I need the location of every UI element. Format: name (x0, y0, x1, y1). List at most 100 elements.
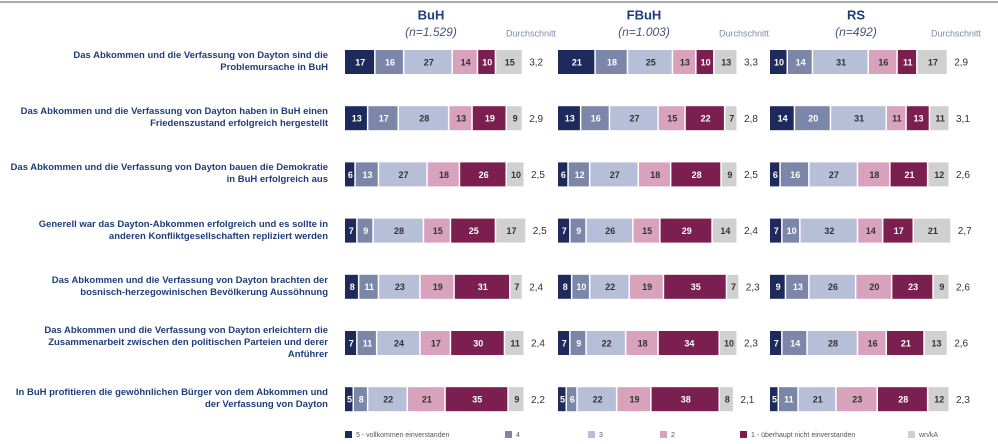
bar-segment (782, 218, 800, 243)
category-label: In BuH profitieren die gewöhnlichen Bürg… (15, 387, 328, 411)
bar-segment (798, 387, 836, 412)
average-label: 2,9 (529, 114, 543, 125)
bar-segment (786, 274, 809, 299)
bar-segment (505, 331, 524, 355)
segment-label: 17 (506, 226, 516, 236)
bar-segment (858, 218, 882, 243)
bar-segment (897, 50, 917, 74)
segment-label: 11 (935, 114, 945, 124)
panel-subtitle: (n=1.003) (618, 25, 670, 39)
segment-label: 17 (894, 226, 904, 236)
average-label: 2,4 (744, 226, 758, 237)
segment-label: 17 (431, 338, 441, 348)
segment-label: 10 (511, 170, 521, 180)
bar-segment (856, 274, 891, 299)
segment-label: 21 (813, 395, 823, 405)
segment-label: 11 (363, 338, 373, 348)
segment-label: 6 (561, 170, 566, 180)
segment-label: 21 (422, 395, 432, 405)
average-header: Durchschnitt (506, 28, 557, 38)
segment-label: 13 (931, 338, 941, 348)
bar-segment (508, 387, 524, 412)
average-header: Durchschnitt (931, 28, 982, 38)
segment-label: 19 (642, 282, 652, 292)
bar-segment (377, 331, 420, 355)
bar-segment (887, 106, 906, 131)
segment-label: 23 (852, 395, 862, 405)
bar-segment (639, 162, 670, 187)
average-label: 3,1 (956, 114, 970, 125)
bar-segment (892, 274, 933, 299)
bar-segment (930, 106, 949, 131)
segment-label: 28 (419, 114, 429, 124)
segment-label: 38 (681, 395, 691, 405)
segment-label: 5 (347, 395, 352, 405)
bar-segment (454, 274, 510, 299)
segment-label: 7 (774, 338, 779, 348)
segment-label: 13 (913, 114, 923, 124)
category-label: Das Abkommen und die Verfassung von Dayt… (10, 162, 328, 186)
bar-segment (770, 50, 787, 74)
segment-label: 14 (778, 114, 788, 124)
segment-label: 35 (472, 395, 482, 405)
bar-segment (664, 274, 726, 299)
bar-segment (345, 387, 353, 412)
bar-segment (507, 162, 524, 187)
bar-segment (770, 274, 785, 299)
panel-subtitle: (n=492) (835, 25, 877, 39)
bar-segment (800, 218, 857, 243)
average-label: 2,6 (956, 282, 970, 293)
bar-segment (345, 162, 355, 187)
bar-segment (345, 106, 367, 131)
bar-segment (869, 50, 897, 74)
segment-label: 15 (667, 114, 677, 124)
average-label: 2,1 (740, 395, 754, 406)
bar-segment (727, 274, 739, 299)
segment-label: 6 (348, 170, 353, 180)
segment-label: 28 (898, 395, 908, 405)
average-label: 3,2 (529, 58, 543, 69)
segment-label: 6 (773, 170, 778, 180)
segment-label: 7 (731, 282, 736, 292)
segment-label: 13 (721, 57, 731, 67)
segment-label: 13 (793, 282, 803, 292)
bar-segment (445, 387, 508, 412)
segment-label: 18 (869, 170, 879, 180)
segment-label: 7 (349, 226, 354, 236)
average-label: 2,8 (744, 114, 758, 125)
segment-label: 24 (394, 338, 404, 348)
segment-label: 20 (808, 114, 818, 124)
segment-label: 21 (572, 57, 582, 67)
bar-segment (831, 106, 886, 131)
bar-segment (626, 331, 658, 355)
segment-label: 32 (824, 226, 834, 236)
segment-label: 12 (575, 170, 585, 180)
segment-label: 15 (505, 57, 515, 67)
segment-label: 16 (385, 57, 395, 67)
segment-label: 16 (790, 170, 800, 180)
segment-label: 23 (908, 282, 918, 292)
average-label: 3,3 (744, 58, 758, 69)
bar-segment (558, 106, 580, 131)
bar-segment (345, 331, 357, 355)
average-label: 2,5 (531, 170, 545, 181)
bar-segment (354, 387, 367, 412)
segment-label: 8 (359, 395, 364, 405)
bar-segment (807, 331, 857, 355)
bar-segment (357, 331, 376, 355)
segment-label: 8 (725, 395, 730, 405)
segment-label: 10 (482, 57, 492, 67)
bar-segment (460, 162, 506, 187)
bar-segment (424, 218, 450, 243)
legend-swatch (740, 431, 747, 438)
panel-title: RS (847, 7, 865, 22)
bar-segment (858, 162, 890, 187)
segment-label: 9 (514, 395, 519, 405)
bar-segment (906, 106, 929, 131)
bar-segment (887, 331, 924, 355)
segment-label: 27 (424, 57, 434, 67)
segment-label: 11 (892, 114, 902, 124)
segment-label: 9 (576, 226, 581, 236)
segment-label: 28 (692, 170, 702, 180)
